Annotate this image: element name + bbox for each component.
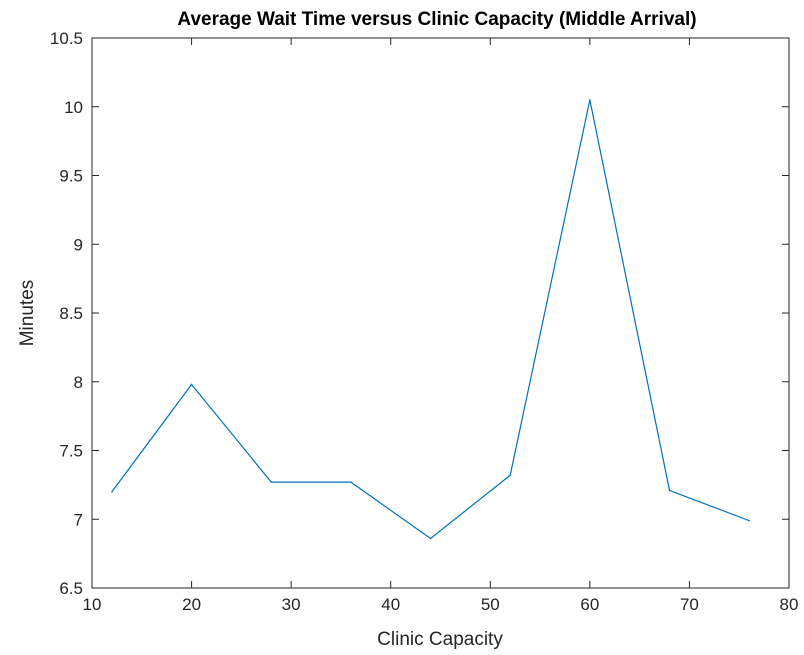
- chart-title: Average Wait Time versus Clinic Capacity…: [177, 9, 696, 30]
- x-tick-label: 40: [381, 595, 400, 614]
- y-tick-label: 9: [74, 235, 83, 254]
- x-axis-label: Clinic Capacity: [377, 629, 503, 650]
- data-point: [668, 489, 671, 492]
- y-axis: 6.5 7 7.5 8 8.5 9 9.5 10 10.5: [50, 29, 789, 598]
- y-tick-label: 10.5: [50, 29, 83, 48]
- x-tick-label: 50: [481, 595, 500, 614]
- x-tick-label: 60: [580, 595, 599, 614]
- y-tick-label: 6.5: [59, 579, 83, 598]
- plot-area: [92, 38, 789, 588]
- y-tick-label: 8: [74, 373, 83, 392]
- x-tick-label: 20: [182, 595, 201, 614]
- y-tick-label: 8.5: [59, 304, 83, 323]
- data-point: [748, 519, 750, 522]
- plot-frame: [91, 37, 790, 589]
- y-tick-label: 7.5: [59, 442, 83, 461]
- x-axis: 10 20 30 40 50 60 70 80: [83, 38, 799, 614]
- data-point: [589, 99, 591, 101]
- y-tick-label: 7: [74, 510, 83, 529]
- x-tick-label: 10: [83, 595, 102, 614]
- data-point: [429, 537, 432, 540]
- data-point: [111, 490, 113, 493]
- data-point: [509, 474, 512, 477]
- x-tick-label: 30: [282, 595, 301, 614]
- y-tick-label: 10: [64, 98, 83, 117]
- y-axis-label: Minutes: [17, 280, 38, 347]
- x-tick-label: 70: [680, 595, 699, 614]
- data-point: [350, 481, 352, 483]
- data-points: [111, 99, 750, 540]
- y-tick-label: 9.5: [59, 167, 83, 186]
- data-point: [270, 481, 273, 483]
- data-point: [190, 383, 193, 386]
- x-tick-label: 80: [780, 595, 799, 614]
